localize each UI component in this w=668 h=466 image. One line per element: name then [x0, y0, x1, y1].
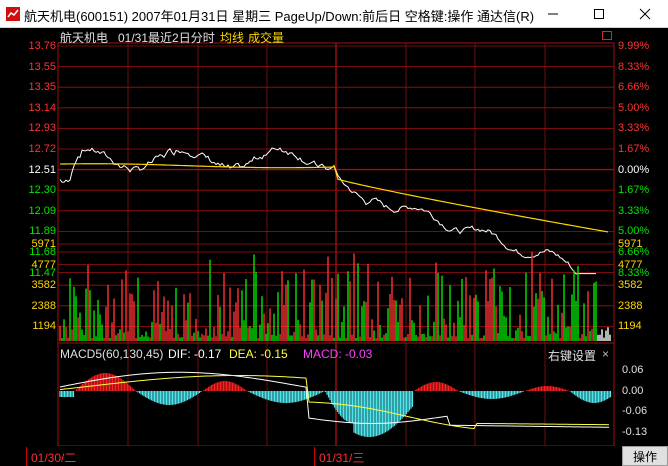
- price-line: [59, 147, 596, 275]
- stock-name: 航天机电: [60, 31, 109, 45]
- price-tick-label: 11.89: [29, 225, 56, 238]
- volume-legend[interactable]: 成交量: [248, 31, 285, 45]
- price-tick-label: 13.76: [28, 40, 56, 52]
- macd-dea-value: DEA: -0.15: [229, 347, 288, 361]
- price-tick-label: 13.14: [28, 101, 56, 114]
- minimize-button[interactable]: [530, 0, 576, 28]
- minimize-icon: [548, 13, 558, 15]
- maximize-button[interactable]: [576, 0, 622, 28]
- close-button[interactable]: [622, 0, 668, 28]
- percent-tick-label: 3.33%: [618, 204, 650, 217]
- restore-panel-icon[interactable]: [602, 31, 612, 40]
- intraday-chart[interactable]: 航天机电 01/31最近2日分时 均线 成交量 MACD5(60,130,45)…: [0, 28, 668, 466]
- volume-tick-label: 4777: [618, 258, 643, 271]
- macd-macd-value: MACD: -0.03: [303, 347, 373, 361]
- macd-settings-link[interactable]: 右键设置: [548, 349, 597, 363]
- macd-tick-label: -0.13: [622, 426, 648, 438]
- macd-tick-label: -0.06: [622, 405, 648, 417]
- price-tick-label: 11.47: [29, 266, 56, 279]
- macd-dif-value: DIF: -0.17: [168, 347, 222, 361]
- percent-tick-label: 0.00%: [618, 163, 650, 176]
- percent-tick-label: 9.99%: [618, 40, 650, 52]
- macd-tick-label: 0.06: [622, 364, 644, 376]
- window-title: 航天机电(600151) 2007年01月31日 星期三 PageUp/Down…: [24, 9, 535, 24]
- price-tick-label: 12.51: [28, 163, 56, 176]
- price-tick-label: 12.93: [28, 122, 56, 135]
- percent-tick-label: 6.66%: [618, 246, 650, 258]
- volume-tick-label: 3582: [31, 279, 56, 292]
- percent-tick-label: 8.33%: [618, 60, 650, 73]
- action-button[interactable]: 操作: [622, 446, 668, 466]
- period-label: 01/31最近2日分时: [118, 31, 215, 45]
- macd-dif-line: [59, 371, 610, 428]
- percent-tick-label: 5.00%: [618, 225, 650, 238]
- volume-tick-label: 1194: [32, 320, 56, 333]
- maximize-icon: [594, 9, 604, 19]
- volume-tick-label: 2388: [618, 299, 643, 312]
- percent-tick-label: 5.00%: [618, 101, 650, 114]
- bottom-bar: [0, 446, 668, 466]
- avg-line-legend[interactable]: 均线: [220, 31, 245, 45]
- price-tick-label: 12.09: [28, 204, 56, 217]
- tdx-app-icon: [6, 7, 20, 21]
- price-tick-label: 12.30: [28, 184, 56, 197]
- average-line: [59, 163, 609, 233]
- macd-tick-label: 0.00: [622, 385, 644, 397]
- title-bar: 航天机电(600151) 2007年01月31日 星期三 PageUp/Down…: [0, 0, 668, 28]
- volume-tick-label: 5971: [618, 238, 643, 250]
- chart-canvas: [57, 42, 615, 447]
- percent-tick-label: 6.66%: [618, 81, 650, 94]
- price-tick-label: 13.35: [28, 81, 56, 94]
- percent-tick-label: 8.33%: [618, 266, 650, 279]
- volume-tick-label: 2388: [31, 299, 56, 312]
- macd-close-icon[interactable]: ×: [602, 347, 610, 361]
- percent-tick-label: 3.33%: [618, 122, 650, 135]
- volume-tick-label: 1194: [618, 320, 642, 333]
- volume-tick-label: 5971: [31, 238, 56, 250]
- day-tab-0130[interactable]: 01/30/二: [26, 447, 80, 466]
- percent-tick-label: 1.67%: [618, 143, 650, 155]
- volume-tick-label: 4777: [31, 258, 56, 271]
- price-tick-label: 12.72: [28, 143, 56, 155]
- percent-tick-label: 1.67%: [618, 184, 650, 197]
- close-icon: [639, 8, 651, 20]
- macd-title: MACD5(60,130,45): [60, 347, 164, 361]
- price-tick-label: 11.68: [29, 246, 56, 258]
- macd-dea-line: [59, 375, 610, 430]
- price-tick-label: 13.55: [28, 60, 56, 73]
- day-tab-0131[interactable]: 01/31/三: [314, 447, 368, 466]
- volume-tick-label: 3582: [618, 279, 643, 292]
